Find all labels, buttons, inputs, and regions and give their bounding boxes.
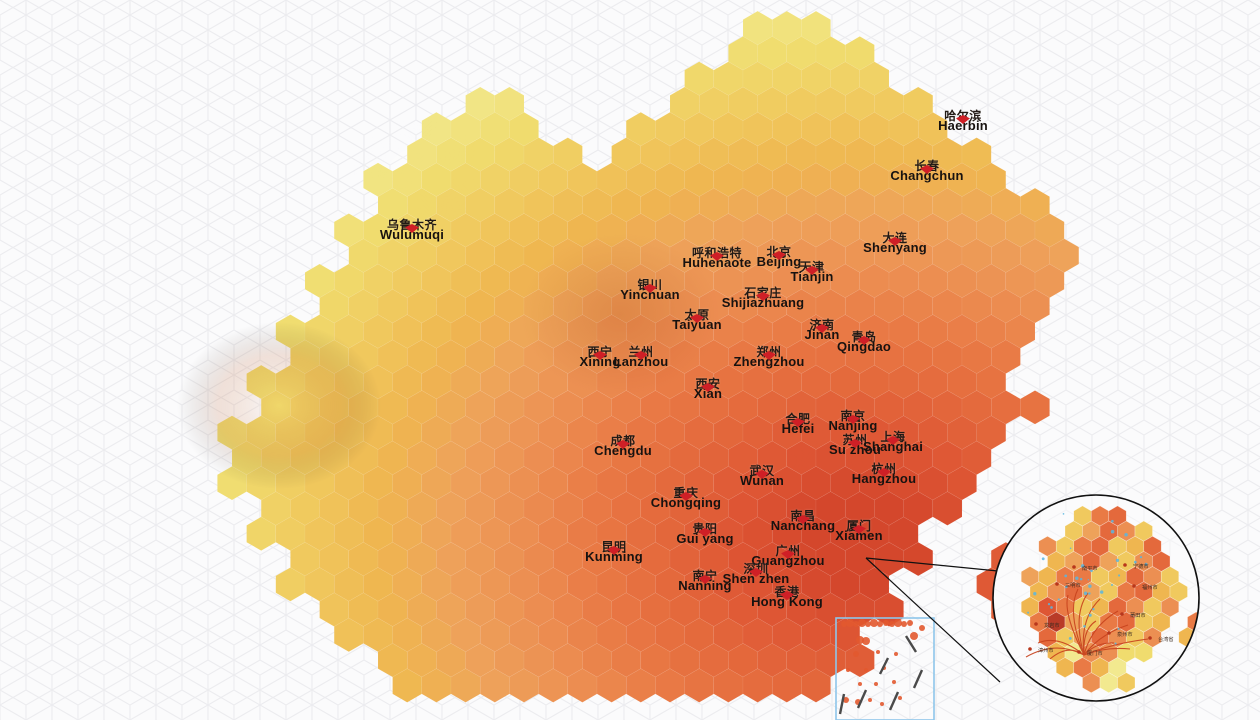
inset-point-marker bbox=[1050, 606, 1053, 609]
inset-point-marker bbox=[1033, 592, 1036, 595]
svg-text:莆田市: 莆田市 bbox=[1130, 611, 1146, 619]
svg-text:漳州市: 漳州市 bbox=[1038, 646, 1054, 654]
inset-point-marker bbox=[1124, 533, 1128, 537]
svg-text:泉州市: 泉州市 bbox=[1117, 630, 1133, 638]
svg-text:宁德市: 宁德市 bbox=[1133, 562, 1149, 570]
inset-point-marker bbox=[1140, 556, 1142, 558]
inset-point-marker bbox=[1088, 584, 1091, 587]
inset-point-marker bbox=[1075, 576, 1078, 579]
inset-hex-tile[interactable] bbox=[1205, 642, 1223, 662]
inset-point-marker bbox=[1111, 584, 1113, 586]
svg-text:三明市: 三明市 bbox=[1065, 581, 1081, 589]
inset-point-marker bbox=[1063, 513, 1065, 515]
inset-point-marker bbox=[1092, 608, 1094, 610]
inset-point-marker bbox=[1084, 592, 1088, 596]
inset-point-marker bbox=[1058, 598, 1060, 600]
svg-text:厦门市: 厦门市 bbox=[1087, 649, 1103, 657]
inset-point-marker bbox=[1089, 614, 1092, 617]
inset-point-marker bbox=[1118, 628, 1120, 630]
inset-point-marker bbox=[1115, 643, 1117, 645]
callout-leader-lower bbox=[866, 558, 1000, 682]
inset-point-marker bbox=[1116, 559, 1119, 562]
inset-point-marker bbox=[1100, 590, 1103, 593]
inset-point-marker bbox=[1083, 625, 1086, 628]
inset-hex-tile[interactable] bbox=[1179, 657, 1197, 677]
map-canvas: 南平市 宁德市 三明市 福州市 莆田市 龙岩市 泉州市 台湾省 漳州市 厦门市 乌鲁木齐 Wulum… bbox=[0, 0, 1260, 720]
inset-point-marker bbox=[1088, 592, 1090, 594]
inset-point-marker bbox=[1111, 520, 1114, 523]
inset-point-marker bbox=[1027, 612, 1029, 614]
svg-text:台湾省: 台湾省 bbox=[1158, 635, 1174, 643]
inset-point-marker bbox=[1048, 603, 1050, 605]
inset-point-marker bbox=[1069, 637, 1072, 640]
inset-point-marker bbox=[1064, 575, 1067, 578]
inset-hex-tile[interactable] bbox=[1188, 642, 1206, 662]
xiamen-magnifier-callout[interactable]: 南平市 宁德市三明市 福州市莆田市龙岩市泉州市台湾省漳州市 厦门市 bbox=[0, 0, 1260, 720]
inset-point-marker bbox=[1088, 579, 1089, 580]
svg-text:龙岩市: 龙岩市 bbox=[1044, 621, 1060, 629]
inset-point-marker bbox=[1118, 574, 1120, 576]
svg-text:福州市: 福州市 bbox=[1142, 583, 1158, 591]
inset-hex-tile[interactable] bbox=[1196, 627, 1214, 647]
svg-text:南平市: 南平市 bbox=[1082, 564, 1098, 572]
inset-point-marker bbox=[1070, 548, 1072, 550]
inset-point-marker bbox=[1111, 530, 1115, 534]
inset-point-marker bbox=[1080, 578, 1083, 581]
inset-hex-tile[interactable] bbox=[1205, 612, 1223, 632]
inset-point-marker bbox=[1042, 557, 1045, 560]
